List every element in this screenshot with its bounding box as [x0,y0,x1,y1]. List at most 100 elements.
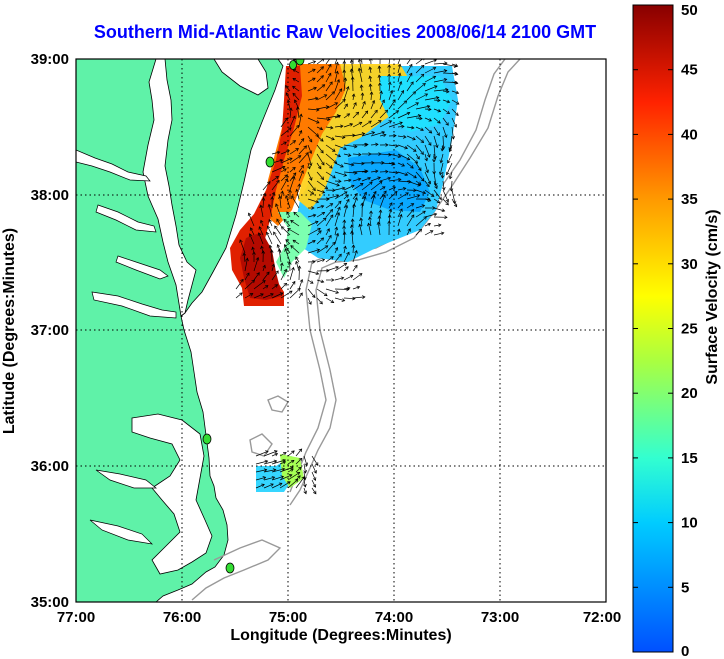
colorbar-tick-label: 0 [681,643,689,659]
current-vector-head [321,59,325,62]
current-vector-head [410,208,415,213]
current-vector-head [265,231,270,236]
current-vector-head [337,114,342,119]
current-vector-head [270,293,274,297]
current-vector-head [335,70,339,75]
current-vector-head [365,169,369,174]
current-vector-head [298,466,302,471]
current-vector-head [432,159,436,163]
current-vector-head [417,181,422,185]
current-vector [397,135,406,138]
current-vector-head [343,146,347,151]
river [95,469,157,489]
current-vector-head [385,169,389,174]
current-vector [316,171,324,180]
current-vector-head [415,102,419,106]
current-vector-head [273,459,278,464]
current-vector [415,210,426,218]
current-vector [424,153,428,161]
current-vector-head [271,263,276,268]
current-vector [415,153,420,160]
current-vector-head [282,460,287,465]
current-vector-head [316,248,321,253]
current-vector [352,273,363,281]
current-vector [406,73,413,83]
current-vector [352,265,358,272]
current-vector-head [410,203,415,207]
current-vector-head [364,110,369,115]
current-vector [325,297,334,303]
current-vector [361,192,367,200]
current-vector-head [423,216,427,220]
current-vector-head [273,231,277,236]
current-vector-head [311,206,315,210]
current-vector [286,211,291,218]
current-vector [275,203,282,218]
current-vector-head [267,203,272,208]
current-vector-head [271,191,276,196]
current-vector [311,471,316,481]
current-vector [274,225,282,236]
current-vector [352,121,362,128]
current-vector [379,134,386,137]
current-vector [325,266,339,272]
current-vector [361,92,363,101]
current-vector [268,219,273,227]
current-vector-head [332,241,336,246]
current-vector-head [332,175,336,179]
current-vector-head [320,75,324,79]
current-vector-head [272,468,277,472]
y-tick-label: 36:00 [31,458,69,475]
current-vector-head [343,245,347,250]
current-vector-head [425,169,429,174]
current-vector [298,292,303,299]
current-vector [285,195,291,209]
current-vector-head [255,256,260,261]
current-vector-head [292,85,296,90]
current-vector-head [263,468,268,472]
current-vector [316,162,322,169]
current-vector-head [444,215,448,220]
current-vector-head [252,251,256,255]
colorbar-label: Surface Velocity (cm/s) [704,209,721,384]
current-vector [397,192,409,200]
current-vector [307,126,319,137]
current-vector [307,87,317,92]
current-vector [297,107,300,119]
current-vector [307,108,320,111]
current-vector [316,205,324,209]
current-vector [379,91,382,101]
current-vector-head [401,124,405,129]
current-vector [239,239,246,254]
current-vector-head [394,191,398,195]
station-marker [289,60,297,70]
current-vector-head [341,135,346,140]
current-vector-head [351,244,356,248]
current-vector [292,69,300,74]
current-vector [271,459,286,465]
current-vector-head [381,99,385,104]
current-vector-head [427,154,431,158]
current-vector-head [443,77,448,82]
current-vector-head [356,285,361,290]
current-vector [295,448,302,457]
current-vector-head [298,457,303,462]
x-axis-label: Longitude (Degrees:Minutes) [230,627,451,644]
current-vector [244,279,255,290]
current-vector [298,170,304,182]
current-vector-head [328,72,332,77]
current-vector-head [340,164,344,168]
current-vector [334,288,350,290]
station-marker [295,59,305,66]
current-vector [263,460,277,465]
current-vector-head [367,222,371,227]
current-vector-head [308,301,312,305]
current-vector [316,153,325,166]
y-axis: 39:00 38:00 37:00 36:00 35:00 Latitude (… [1,51,69,611]
current-vector [325,153,337,164]
current-vector [325,171,336,179]
current-vector-head [334,226,339,231]
current-vector-head [349,274,354,279]
current-vector-head [303,490,307,495]
current-vector-head [312,213,317,218]
